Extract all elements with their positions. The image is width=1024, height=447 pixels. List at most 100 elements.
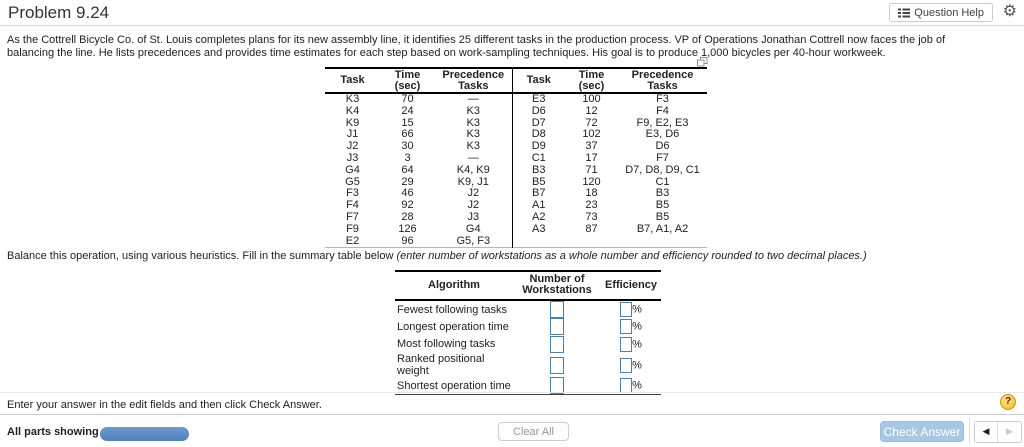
efficiency-cell: % [601, 300, 661, 318]
task-table-cell: G4 [345, 163, 360, 176]
workstations-input[interactable] [550, 318, 564, 336]
task-table-row: K3 70 — E3 100 F3 [325, 93, 707, 106]
task-table-cell: G5 [345, 175, 360, 188]
task-table-cell: K4, K9 [435, 164, 513, 177]
task-table-cell: B5 [532, 175, 546, 188]
workstations-input[interactable] [550, 377, 564, 394]
task-table-cell: 126 [398, 222, 417, 235]
summary-table-row: Most following tasks% [395, 335, 661, 354]
next-arrow-button[interactable]: ▶ [998, 422, 1021, 442]
col-header-precedence: Precedence Tasks [435, 68, 513, 94]
workstations-cell [513, 377, 601, 395]
task-table: Task Time (sec) Precedence Tasks Task Ti… [325, 67, 707, 249]
task-table-cell: 30 [401, 140, 414, 153]
efficiency-input[interactable] [620, 319, 633, 335]
task-table-cell: K3 [435, 140, 513, 153]
content-divider [0, 392, 1024, 393]
gear-icon[interactable]: ⚙ [1002, 3, 1017, 20]
percent-sign: % [632, 320, 642, 333]
task-table-cell: K9 [345, 116, 360, 129]
col-header-task: Task [325, 68, 380, 94]
task-table-cell: F7 [346, 210, 359, 223]
next-arrow-icon: ▶ [1006, 427, 1013, 437]
task-table-row: E2 96 G5, F3 [325, 234, 707, 248]
problem-statement: As the Cottrell Bicycle Co. of St. Louis… [7, 34, 946, 59]
task-table-row: K9 15 K3 D7 72 F9, E2, E3 [325, 116, 707, 130]
col-header-time: Time (sec) [380, 68, 435, 94]
efficiency-cell: % [601, 318, 661, 336]
task-table-cell: F9 [346, 222, 359, 235]
algorithm-label: Ranked positional weight [397, 353, 485, 377]
prev-arrow-button[interactable]: ◀ [975, 422, 998, 442]
algorithm-label: Most following tasks [397, 338, 496, 351]
task-table-cell: F3 [346, 187, 359, 200]
task-table-row: K4 24 K3 D6 12 F4 [325, 104, 707, 118]
task-table-cell: — [435, 152, 513, 165]
task-table-row: J1 66 K3 D8 102 E3, D6 [325, 129, 707, 142]
efficiency-input[interactable] [620, 357, 633, 373]
algorithm-label: Fewest following tasks [397, 303, 508, 316]
col-header-precedence: Precedence Tasks [618, 68, 707, 94]
task-table-cell: G5, F3 [435, 235, 513, 248]
summary-table-body: Fewest following tasks% Longest operation… [395, 300, 661, 395]
task-table-cell: 96 [401, 234, 414, 247]
footer-divider [0, 414, 1024, 415]
workstations-input[interactable] [550, 356, 564, 374]
help-icon[interactable]: ? [1000, 394, 1016, 410]
task-table-row: F4 92 J2 A1 23 B5 [325, 199, 707, 212]
workstations-input[interactable] [550, 335, 564, 353]
efficiency-cell: % [601, 353, 661, 377]
task-table-cell: 3 [404, 151, 411, 164]
efficiency-input[interactable] [620, 378, 633, 393]
task-table-cell: D7, D8, D9, C1 [625, 163, 700, 176]
task-table-cell [565, 236, 618, 248]
task-table-row: F9 126 G4 A3 87 B7, A1, A2 [325, 222, 707, 236]
task-table-cell: B3 [532, 163, 546, 176]
summary-header-row: Algorithm Number of Workstations Efficie… [395, 271, 661, 301]
task-table-cell: K3 [435, 117, 513, 130]
efficiency-cell: % [601, 336, 661, 354]
task-table-cell: D6 [655, 140, 670, 153]
summary-table-row: Longest operation time% [395, 318, 661, 336]
task-table-cell [618, 236, 707, 248]
percent-sign: % [632, 303, 642, 316]
instruction-text: Balance this operation, using various he… [7, 250, 397, 262]
efficiency-input[interactable] [620, 336, 633, 352]
workstations-cell [513, 335, 601, 354]
task-table-cell: 71 [585, 163, 598, 176]
page-title: Problem 9.24 [8, 3, 110, 22]
workstations-cell [513, 300, 601, 318]
instruction-line: Balance this operation, using various he… [7, 250, 867, 262]
task-table-cell: 17 [585, 151, 598, 164]
task-table-cell: F4 [346, 199, 359, 212]
col-header-algorithm: Algorithm [395, 271, 513, 301]
task-table-cell: 120 [582, 175, 601, 188]
copy-icon[interactable] [697, 54, 708, 67]
efficiency-input[interactable] [620, 302, 633, 317]
task-table-cell: F3 [656, 93, 669, 105]
summary-table: Algorithm Number of Workstations Efficie… [395, 270, 661, 395]
task-table-cell: — [435, 93, 513, 106]
workstations-input[interactable] [550, 301, 564, 318]
task-table-body: K3 70 — E3 100 F3 K4 24 K3 D6 12 F4 K9 15 K3 D7 72 F9, E2… [325, 93, 707, 248]
task-table-cell: E3 [532, 93, 546, 105]
task-table-row: J3 3 — C1 17 F7 [325, 151, 707, 165]
task-table-cell: 15 [401, 116, 414, 129]
task-table-cell: 72 [585, 116, 598, 129]
task-table-cell: C1 [655, 175, 670, 188]
task-table-cell: 24 [401, 104, 414, 117]
col-header-time: Time (sec) [565, 68, 618, 94]
question-help-button[interactable]: Question Help [889, 3, 993, 22]
task-table-cell: F4 [656, 104, 669, 117]
task-table-cell: K9, J1 [435, 176, 513, 189]
task-table-cell: 28 [401, 210, 414, 223]
clear-all-button[interactable]: Clear All [498, 422, 569, 441]
instruction-italic-note: (enter number of workstations as a whole… [396, 250, 867, 262]
prev-arrow-icon: ◀ [982, 427, 990, 437]
task-table-cell: J3 [346, 151, 359, 164]
check-answer-button[interactable]: Check Answer [880, 421, 964, 442]
task-table-cell: J3 [435, 211, 513, 224]
task-table-cell: K4 [345, 104, 360, 117]
task-table-cell: F7 [656, 151, 669, 164]
workstations-cell [513, 353, 601, 377]
